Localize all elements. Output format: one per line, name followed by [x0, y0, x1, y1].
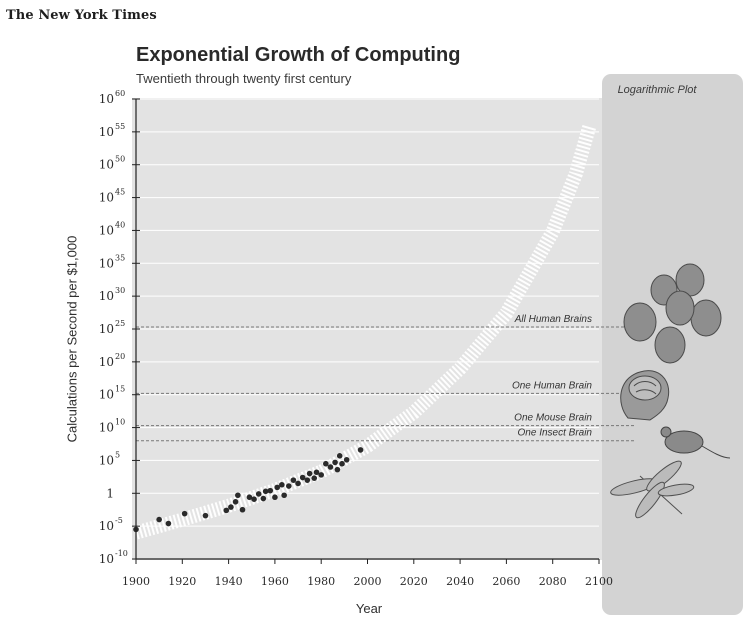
x-tick-label-0: 1900	[122, 575, 150, 588]
data-point-3	[181, 510, 188, 517]
data-point-34	[339, 460, 345, 467]
trend-band	[134, 123, 597, 540]
data-point-29	[323, 460, 329, 467]
threshold-label-2: One Mouse Brain	[514, 413, 592, 424]
chart-title: Exponential Growth of Computing	[136, 44, 461, 66]
masthead-logo: The New York Times	[6, 8, 157, 23]
y-tick-label-8: 10	[99, 355, 114, 369]
y-tick-label-12: 1	[106, 486, 114, 500]
y-tick-label-13: 10	[99, 519, 114, 533]
data-point-27	[313, 469, 320, 476]
brain-threshold-lines: All Human Brains One Human Brain One Mouse…	[136, 314, 634, 442]
data-point-18	[279, 481, 285, 488]
x-tick-label-10: 2100	[585, 575, 613, 588]
data-point-12	[255, 491, 262, 497]
y-tick-exponent-6: 30	[115, 286, 125, 295]
human-brain-icon	[620, 370, 670, 421]
y-tick-label-3: 10	[99, 191, 114, 205]
data-point-35	[343, 456, 350, 463]
y-tick-label-1: 10	[99, 125, 114, 139]
data-point-17	[274, 484, 281, 491]
data-point-1	[156, 516, 162, 523]
y-tick-exponent-14: -10	[115, 549, 128, 558]
data-point-33	[336, 453, 343, 459]
y-tick-label-2: 10	[99, 158, 114, 172]
x-tick-label-4: 1980	[307, 575, 335, 588]
data-point-6	[228, 504, 234, 510]
y-tick-exponent-7: 25	[115, 319, 125, 328]
y-tick-exponent-5: 35	[115, 253, 125, 262]
data-point-7	[232, 499, 239, 505]
data-point-13	[260, 495, 267, 502]
data-point-2	[165, 520, 172, 527]
x-tick-label-5: 2000	[354, 575, 382, 588]
data-point-8	[235, 492, 241, 499]
data-point-30	[327, 464, 334, 470]
x-tick-label-9: 2080	[539, 575, 567, 588]
x-tick-label-8: 2060	[492, 575, 520, 588]
chart-subtitle: Twentieth through twenty first century	[136, 71, 352, 86]
y-tick-label-10: 10	[99, 421, 114, 435]
y-tick-label-6: 10	[99, 289, 114, 303]
y-tick-exponent-8: 20	[115, 352, 125, 361]
data-point-19	[281, 492, 287, 499]
data-point-32	[334, 466, 341, 473]
threshold-label-1: One Human Brain	[512, 380, 592, 391]
y-tick-exponent-3: 45	[115, 188, 125, 197]
data-point-26	[311, 475, 318, 481]
data-point-4	[202, 512, 209, 519]
data-point-21	[290, 477, 297, 483]
data-points	[133, 447, 364, 533]
data-point-23	[299, 474, 306, 481]
human-faces-icon	[623, 263, 722, 364]
data-point-28	[318, 472, 325, 478]
y-tick-exponent-2: 50	[115, 155, 125, 164]
y-tick-label-5: 10	[99, 256, 114, 270]
y-tick-exponent-11: 5	[115, 450, 120, 459]
y-tick-label-4: 10	[99, 223, 114, 237]
data-point-20	[285, 483, 292, 489]
threshold-label-0: All Human Brains	[514, 314, 592, 325]
data-point-22	[295, 480, 301, 487]
data-point-9	[239, 506, 246, 513]
y-tick-exponent-13: -5	[115, 516, 123, 525]
data-point-36	[357, 447, 364, 453]
x-tick-label-6: 2020	[400, 575, 428, 588]
threshold-label-3: One Insect Brain	[518, 428, 593, 439]
x-tick-label-1: 1920	[168, 575, 196, 588]
y-tick-label-9: 10	[99, 388, 114, 402]
side-panel-title: Logarithmic Plot	[618, 84, 698, 96]
y-tick-exponent-4: 40	[115, 220, 125, 229]
data-point-24	[304, 477, 311, 483]
y-tick-exponent-0: 60	[115, 89, 125, 98]
y-tick-label-14: 10	[99, 552, 114, 566]
mouse-icon	[660, 426, 731, 459]
data-point-25	[306, 470, 313, 477]
x-tick-labels: 1900 1920 1940 1960 1980 2000 2020 2040 2060 2080…	[122, 575, 613, 588]
data-point-14	[262, 488, 269, 495]
dragonfly-icon	[610, 460, 695, 519]
data-point-5	[223, 507, 230, 514]
trend-line	[134, 123, 597, 540]
data-point-10	[246, 494, 253, 501]
y-tick-exponent-10: 10	[115, 418, 125, 427]
y-tick-label-0: 10	[99, 92, 114, 106]
data-point-31	[332, 459, 338, 466]
data-point-15	[267, 487, 274, 494]
axes	[132, 98, 600, 564]
y-tick-label-7: 10	[99, 322, 114, 336]
y-tick-label-11: 10	[99, 453, 114, 467]
data-point-11	[251, 496, 257, 503]
x-axis-label: Year	[355, 601, 383, 616]
data-point-16	[272, 494, 278, 501]
y-tick-exponent-9: 15	[115, 385, 125, 394]
x-tick-label-3: 1960	[261, 575, 289, 588]
y-tick-exponent-1: 55	[115, 122, 125, 131]
x-tick-label-7: 2040	[446, 575, 474, 588]
x-tick-label-2: 1940	[215, 575, 243, 588]
